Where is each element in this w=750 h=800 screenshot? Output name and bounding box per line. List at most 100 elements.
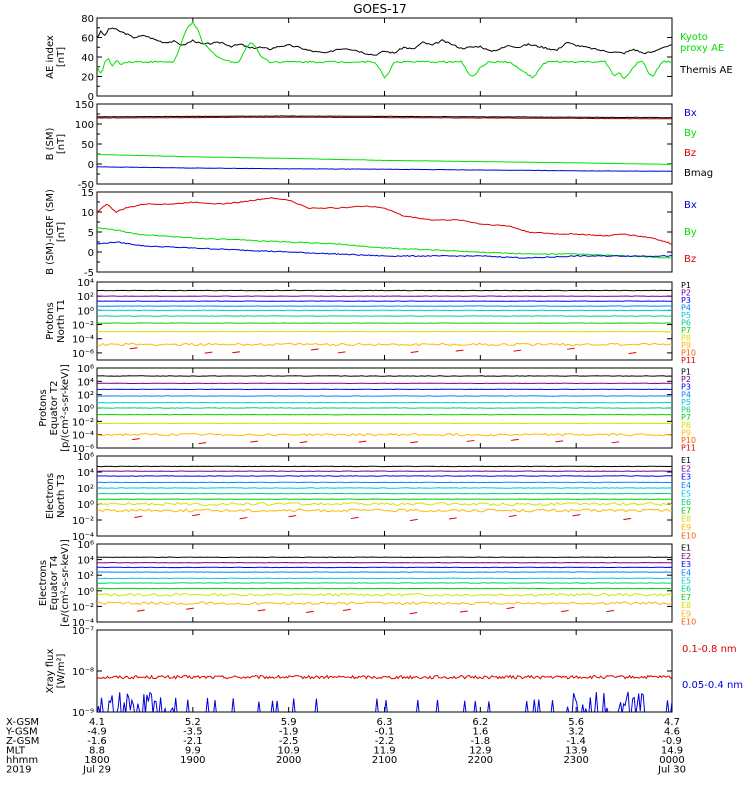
channel-label-e6: E6	[681, 498, 691, 507]
sparse-segment	[511, 438, 519, 441]
x-value: 11.9	[373, 746, 395, 757]
channel-label-e4: E4	[681, 481, 691, 490]
channel-line-e7	[97, 587, 672, 590]
x-value: 4.7	[664, 717, 680, 728]
legend-label: 0.1-0.8 nm	[682, 644, 737, 655]
sparse-segment	[342, 608, 351, 612]
series-line-bmag	[97, 115, 672, 119]
sparse-segment	[409, 612, 418, 615]
x-value: 2200	[468, 755, 493, 766]
panel-frame	[96, 455, 673, 537]
x-row-label: X-GSM	[6, 717, 39, 728]
y-tick-label: 10⁻⁴	[72, 431, 94, 442]
y-tick-label: 80	[81, 14, 94, 25]
y-axis-label: Protons	[38, 389, 49, 426]
plot-area	[97, 465, 672, 522]
y-tick-label: 10⁶	[77, 364, 94, 375]
channel-label-e1: E1	[681, 544, 691, 553]
series-line-bx	[97, 241, 672, 259]
y-axis-label: AE index	[45, 35, 56, 79]
y-tick-label: 10⁰	[77, 587, 94, 598]
x-value: 2100	[372, 755, 397, 766]
x-row-label: 2019	[6, 765, 31, 776]
channel-label-p10: P10	[681, 348, 696, 357]
y-tick-label: 10⁻⁸	[72, 667, 94, 678]
legend-label: By	[684, 128, 697, 139]
sparse-segment	[455, 349, 464, 352]
sparse-segment	[628, 352, 637, 355]
channel-label-e5: E5	[681, 489, 691, 498]
legend-label: 0.05-0.4 nm	[682, 680, 743, 691]
y-tick-label: 10⁻⁴	[72, 618, 94, 629]
y-tick-label: 10⁰	[77, 306, 94, 317]
y-tick-label: 10⁴	[77, 468, 94, 479]
y-tick-label: 10⁴	[77, 556, 94, 567]
sparse-segment	[134, 515, 143, 518]
panel-xray: 10⁻⁷ 10⁻⁸ 10⁻⁹ Xray flux [W/m²] 0.1-0.8 nm 0.0…	[45, 626, 743, 719]
channel-line-p9	[97, 432, 672, 437]
y-tick-label: 10²	[77, 292, 94, 303]
y-tick-label: 10⁰	[77, 404, 94, 415]
sparse-segment	[337, 351, 346, 354]
y-axis-label: Electrons	[38, 560, 49, 606]
channel-label-p11: P11	[681, 444, 696, 453]
x-value: 0000	[659, 755, 684, 766]
sparse-segment	[358, 440, 367, 443]
channel-label-p4: P4	[681, 304, 691, 313]
y-tick-label: 10⁻²	[72, 417, 94, 428]
x-value: Jul 29	[82, 765, 111, 776]
y-axis-label: Equator T2	[49, 381, 60, 436]
y-tick-label: 150	[75, 100, 94, 111]
x-value: 3.2	[568, 727, 584, 738]
x-value: 13.9	[565, 746, 587, 757]
x-value: -2.2	[375, 736, 395, 747]
channel-label-p9: P9	[681, 341, 691, 350]
sparse-segment	[250, 440, 259, 443]
channel-label-p5: P5	[681, 398, 691, 407]
legend-label: Bz	[684, 148, 696, 159]
sparse-segment	[239, 517, 248, 520]
channel-label-p3: P3	[681, 296, 691, 305]
sparse-segment	[410, 350, 419, 354]
channel-line-e4	[97, 571, 672, 573]
y-tick-label: 10²	[77, 391, 94, 402]
y-tick-label: 10⁻²	[72, 602, 94, 613]
channel-label-e1: E1	[681, 456, 691, 465]
x-value: -3.5	[183, 727, 203, 738]
sparse-segment	[506, 606, 515, 610]
channel-label-p8: P8	[681, 333, 691, 342]
channel-label-e2: E2	[681, 464, 691, 473]
y-tick-label: 10²	[77, 484, 94, 495]
channel-line-p3	[97, 300, 672, 302]
channel-label-e10: E10	[681, 618, 696, 627]
channel-label-p7: P7	[681, 326, 691, 335]
sparse-segment	[305, 610, 314, 614]
panel-bsm: -50 0 50 100 150 B (SM) [nT] Bx By Bz Bmag	[45, 100, 713, 191]
panel-frame	[96, 17, 673, 97]
sparse-segment	[409, 518, 418, 522]
x-value: 2300	[563, 755, 588, 766]
sparse-segment	[460, 610, 468, 613]
channel-label-p7: P7	[681, 413, 691, 422]
y-axis-label: [nT]	[56, 47, 67, 67]
y-tick-label: 100	[75, 120, 94, 131]
sparse-segment	[129, 347, 138, 350]
x-value: -1.4	[566, 736, 586, 747]
channel-line-e9	[97, 508, 672, 513]
legend-label: Bmag	[684, 168, 713, 179]
sparse-segment	[350, 516, 359, 520]
series-line-bx	[97, 166, 672, 172]
y-tick-label: 20	[81, 73, 94, 84]
sparse-segment	[448, 517, 457, 520]
sparse-segment	[606, 610, 615, 613]
x-row-label: MLT	[6, 746, 26, 757]
y-axis-label: Equator T4	[49, 556, 60, 611]
channel-label-p10: P10	[681, 436, 696, 445]
sparse-segment	[288, 515, 297, 518]
sparse-segment	[299, 441, 308, 444]
channel-label-e7: E7	[681, 506, 691, 515]
y-tick-label: 0	[88, 92, 94, 103]
